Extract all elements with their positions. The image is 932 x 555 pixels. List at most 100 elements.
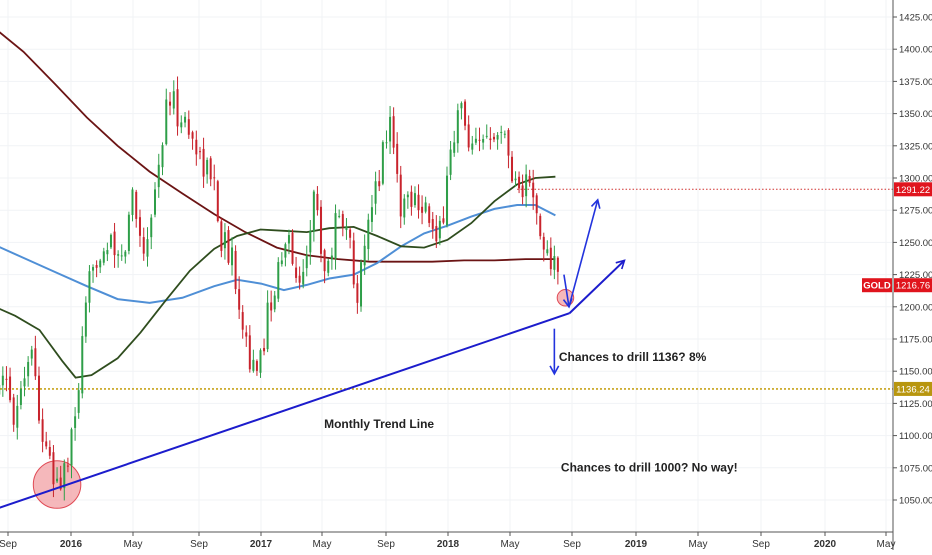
x-tick-label: Sep <box>563 539 581 550</box>
candle-body <box>284 244 286 257</box>
candle-body <box>432 219 434 229</box>
candle-body <box>188 119 190 135</box>
candle-body <box>195 140 197 155</box>
candle-body <box>292 233 294 264</box>
candle-body <box>235 251 237 289</box>
annotation-text: Chances to drill 1000? No way! <box>561 461 738 475</box>
x-tick-label: May <box>501 539 520 550</box>
candle-body <box>78 390 80 413</box>
candle-body <box>274 296 276 310</box>
candle-body <box>468 124 470 147</box>
candle-body <box>414 193 416 205</box>
candle-body <box>213 177 215 178</box>
candle-body <box>192 132 194 138</box>
candle-body <box>92 267 94 271</box>
candle-body <box>532 183 534 198</box>
x-tick-label: May <box>313 539 332 550</box>
candle-body <box>74 416 76 428</box>
candle-body <box>67 466 69 467</box>
candle-body <box>378 181 380 186</box>
candle <box>464 99 466 130</box>
candle-body <box>320 207 322 254</box>
candle-body <box>88 271 90 303</box>
candle-body <box>128 215 130 251</box>
candle <box>110 233 112 249</box>
candle-body <box>184 117 186 123</box>
candle-body <box>288 235 290 243</box>
candle-body <box>457 110 459 143</box>
candle <box>85 296 87 343</box>
candle-body <box>162 145 164 167</box>
candle-body <box>489 139 491 141</box>
candle-body <box>16 406 18 428</box>
candle <box>81 326 83 398</box>
x-tick-label: Sep <box>377 539 395 550</box>
candle-body <box>96 265 98 268</box>
y-tick-label: 1200.00 <box>899 302 932 313</box>
candle-body <box>450 150 452 175</box>
candle-body <box>103 251 105 262</box>
symbol-badge-text: GOLD <box>863 281 891 292</box>
candle-body <box>295 268 297 278</box>
candle-body <box>135 192 137 219</box>
candle-body <box>56 479 58 482</box>
candle <box>539 213 541 239</box>
candle-body <box>396 144 398 174</box>
candle-body <box>309 231 311 253</box>
candle-body <box>217 181 219 221</box>
candle-body <box>446 176 448 226</box>
candle-body <box>165 100 167 145</box>
candle-body <box>375 181 377 203</box>
candle-body <box>525 174 527 196</box>
candle <box>292 229 294 265</box>
candle-body <box>324 250 326 271</box>
candle-body <box>425 202 427 211</box>
level-badge-1291: 1291.22 <box>894 182 932 196</box>
candle-body <box>539 216 541 236</box>
candle-body <box>428 206 430 223</box>
candle-body <box>5 379 7 380</box>
candle-body <box>546 249 548 253</box>
candle <box>128 212 130 255</box>
candle-body <box>400 175 402 217</box>
candle-body <box>439 221 441 238</box>
candle-body <box>475 139 477 143</box>
x-tick-label: 2018 <box>437 539 460 550</box>
candle-body <box>386 142 388 143</box>
candle-body <box>371 207 373 222</box>
candle-body <box>267 303 269 349</box>
candle-body <box>180 122 182 127</box>
y-tick-label: 1400.00 <box>899 45 932 56</box>
candle-body <box>453 142 455 152</box>
candle-body <box>345 226 347 230</box>
candle-body <box>335 213 337 259</box>
candle-body <box>31 350 33 359</box>
candle-body <box>52 452 54 484</box>
candle-body <box>435 226 437 241</box>
candle-body <box>252 360 254 371</box>
candle-body <box>407 195 409 198</box>
candle <box>382 140 384 185</box>
candle-body <box>342 214 344 227</box>
y-tick-label: 1100.00 <box>899 431 932 442</box>
candle <box>277 257 279 302</box>
candle-body <box>277 262 279 299</box>
candle-body <box>71 429 73 465</box>
candle-body <box>360 262 362 306</box>
candle-body <box>270 302 272 310</box>
candle-body <box>99 261 101 268</box>
candle-body <box>331 256 333 260</box>
candle-body <box>306 255 308 268</box>
candle-body <box>2 376 4 386</box>
candle-body <box>482 139 484 143</box>
candle-body <box>169 102 171 106</box>
candle-body <box>242 312 244 330</box>
y-tick-label: 1425.00 <box>899 13 932 24</box>
candle-body <box>327 261 329 273</box>
y-tick-label: 1275.00 <box>899 206 932 217</box>
candle-body <box>493 137 495 140</box>
candle-body <box>550 248 552 269</box>
candle-body <box>389 117 391 142</box>
